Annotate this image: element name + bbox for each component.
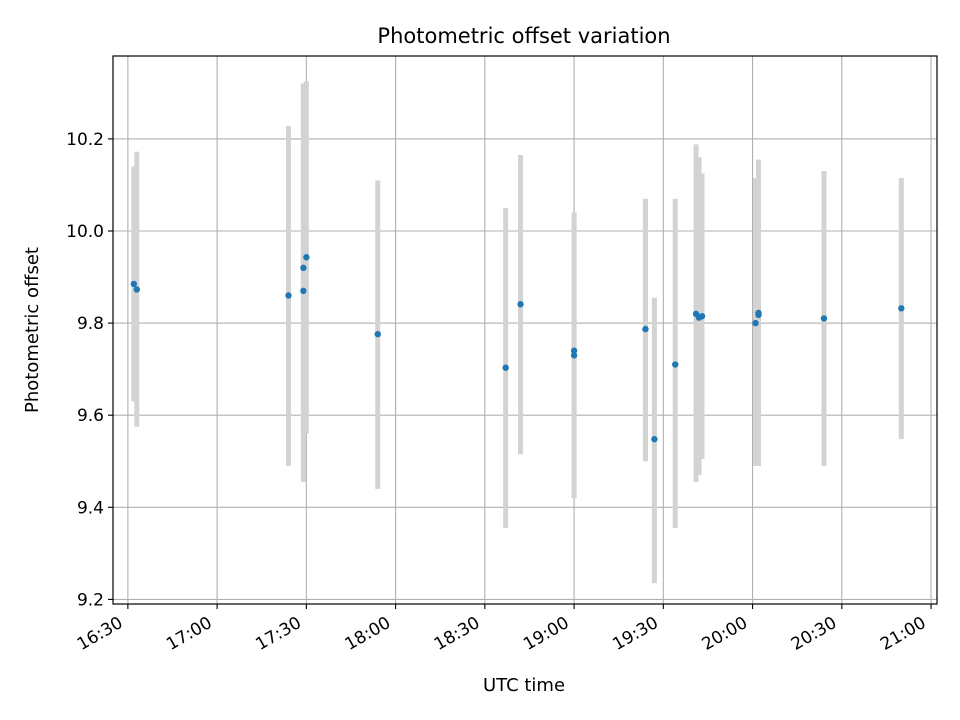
- plot-frame: [112, 55, 938, 605]
- y-tick-label: 9.6: [77, 406, 104, 426]
- data-point: [820, 315, 828, 322]
- data-point: [570, 347, 578, 354]
- data-point: [755, 309, 762, 317]
- data-point: [300, 264, 307, 272]
- chart-title: Photometric offset variation: [377, 24, 670, 48]
- y-tick-label: 9.8: [77, 314, 104, 334]
- data-point: [285, 292, 292, 299]
- data-point: [300, 287, 307, 295]
- y-tick-label: 10.0: [66, 222, 104, 242]
- data-point: [651, 435, 658, 443]
- y-axis-title: Photometric offset: [22, 247, 43, 413]
- data-points: [130, 254, 905, 443]
- data-point: [130, 280, 138, 288]
- data-point: [374, 330, 381, 338]
- data-point: [517, 301, 524, 308]
- data-point: [133, 286, 140, 293]
- data-point: [898, 305, 905, 312]
- y-tick-label: 9.2: [77, 590, 104, 610]
- data-point: [570, 352, 578, 359]
- data-point: [672, 361, 679, 368]
- y-tick-label: 10.2: [66, 130, 104, 150]
- y-tick-label: 9.4: [77, 498, 104, 518]
- y-axis-ticks: 9.2 9.4 9.6 9.8 10.0 10.2: [66, 130, 113, 610]
- data-point: [698, 312, 706, 320]
- data-point: [642, 325, 649, 333]
- data-point: [752, 319, 759, 327]
- data-point: [303, 254, 310, 261]
- data-point: [502, 364, 509, 371]
- x-axis-title: UTC time: [483, 675, 565, 696]
